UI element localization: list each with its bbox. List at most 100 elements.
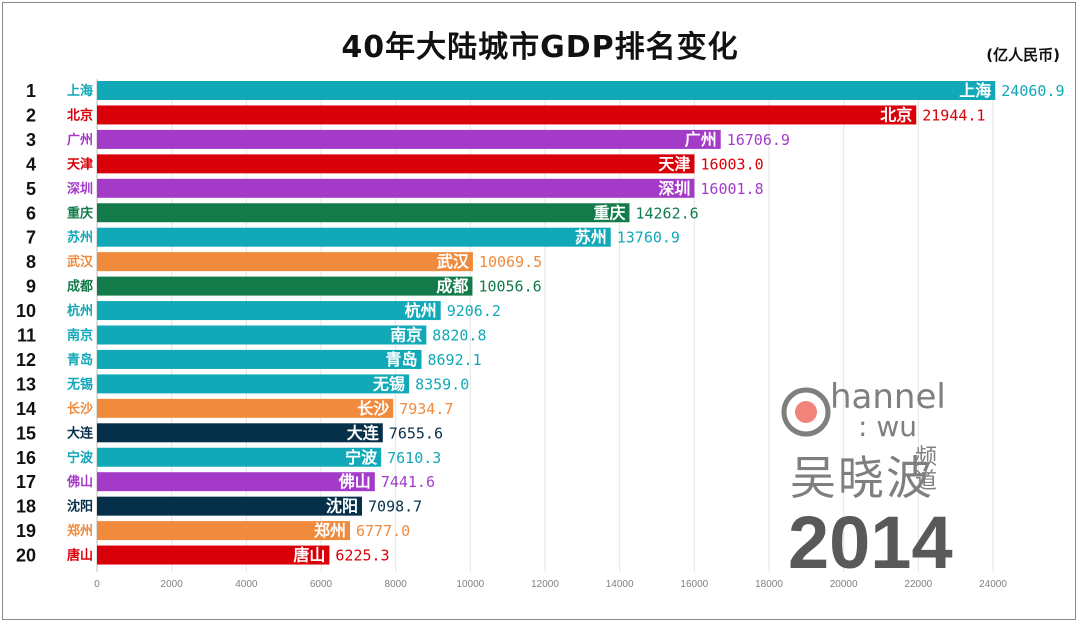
- x-tick-label: 0: [94, 579, 100, 590]
- city-axis-label: 大连: [67, 425, 94, 441]
- bar: [97, 129, 721, 149]
- value-label: 7934.7: [399, 400, 453, 418]
- value-label: 10056.6: [478, 278, 541, 296]
- bar: [97, 496, 363, 516]
- x-tick-label: 18000: [755, 579, 783, 590]
- rank-label: 13: [16, 374, 36, 394]
- rank-label: 8: [26, 252, 36, 272]
- city-axis-label: 唐山: [67, 548, 93, 564]
- bar: [97, 349, 422, 369]
- bar-city-label: 上海: [959, 81, 991, 100]
- city-axis-label: 南京: [67, 328, 93, 344]
- bar: [97, 398, 394, 418]
- bar: [97, 178, 695, 198]
- city-axis-label: 沈阳: [67, 499, 93, 515]
- value-label: 10069.5: [479, 253, 542, 271]
- city-axis-label: 苏州: [67, 230, 93, 246]
- rank-label: 12: [16, 350, 36, 370]
- rank-label: 9: [26, 277, 36, 297]
- value-label: 8820.8: [432, 327, 486, 345]
- x-tick-label: 12000: [531, 579, 559, 590]
- value-label: 8692.1: [428, 351, 482, 369]
- x-tick-label: 2000: [161, 579, 184, 590]
- bar: [97, 374, 410, 394]
- bar: [97, 545, 330, 565]
- rank-label: 2: [26, 105, 36, 125]
- city-axis-label: 青岛: [67, 352, 93, 368]
- rank-label: 4: [26, 154, 36, 174]
- value-label: 16706.9: [727, 131, 790, 149]
- bar-city-label: 大连: [347, 423, 380, 442]
- bar: [97, 423, 383, 443]
- rank-label: 17: [16, 472, 36, 492]
- x-tick-label: 16000: [680, 579, 708, 590]
- city-axis-label: 郑州: [67, 523, 93, 539]
- rank-label: 15: [16, 423, 36, 443]
- logo-name: 吴晓波: [790, 451, 934, 505]
- logo-sub: 频道: [915, 445, 938, 494]
- value-label: 21944.1: [922, 106, 985, 124]
- rank-label: 3: [26, 130, 36, 150]
- bar: [97, 203, 630, 223]
- rank-label: 19: [16, 521, 36, 541]
- bar-city-label: 佛山: [338, 472, 371, 491]
- x-tick-label: 6000: [310, 579, 333, 590]
- bar: [97, 252, 473, 272]
- city-axis-label: 成都: [67, 279, 93, 295]
- value-label: 7098.7: [368, 498, 422, 516]
- city-axis-label: 宁波: [67, 450, 94, 466]
- x-tick-label: 4000: [235, 579, 258, 590]
- value-label: 6225.3: [335, 547, 389, 565]
- rank-label: 7: [26, 228, 36, 248]
- rank-label: 18: [16, 497, 36, 517]
- rank-label: 16: [16, 448, 36, 468]
- value-label: 14262.6: [635, 204, 698, 222]
- bar-city-label: 沈阳: [326, 497, 358, 516]
- city-axis-label: 北京: [67, 107, 93, 123]
- x-tick-label: 24000: [979, 579, 1007, 590]
- bar-city-label: 北京: [880, 105, 912, 124]
- city-axis-label: 上海: [67, 83, 93, 99]
- value-label: 6777.0: [356, 522, 410, 540]
- bar: [97, 154, 695, 174]
- city-axis-label: 深圳: [67, 181, 93, 197]
- bar-city-label: 重庆: [593, 203, 625, 222]
- rank-label: 6: [26, 203, 36, 223]
- rank-label: 5: [26, 179, 36, 199]
- x-tick-label: 14000: [606, 579, 634, 590]
- bar: [97, 105, 917, 125]
- bar-city-label: 深圳: [658, 179, 690, 198]
- bar-city-label: 唐山: [293, 546, 325, 565]
- bar: [97, 81, 996, 100]
- bar-city-label: 杭州: [405, 301, 437, 320]
- rank-label: 1: [26, 81, 36, 101]
- value-label: 16003.0: [700, 155, 763, 173]
- bar-city-label: 郑州: [314, 521, 346, 540]
- value-label: 16001.8: [700, 180, 763, 198]
- city-axis-label: 广州: [67, 132, 93, 148]
- city-axis-label: 佛山: [66, 474, 93, 490]
- bar: [97, 325, 427, 345]
- city-axis-label: 重庆: [67, 205, 93, 221]
- rank-label: 20: [16, 546, 36, 566]
- city-axis-label: 武汉: [67, 254, 94, 270]
- bar: [97, 276, 473, 296]
- city-axis-label: 杭州: [67, 303, 93, 319]
- bar-city-label: 武汉: [437, 252, 470, 271]
- x-tick-label: 10000: [456, 579, 484, 590]
- value-label: 13760.9: [617, 229, 680, 247]
- city-axis-label: 天津: [67, 156, 93, 172]
- value-label: 7655.6: [389, 424, 443, 442]
- bar-city-label: 南京: [390, 326, 422, 345]
- bar: [97, 447, 382, 467]
- city-axis-label: 长沙: [67, 401, 93, 417]
- bar-city-label: 青岛: [385, 350, 417, 369]
- bar: [97, 227, 611, 247]
- value-label: 7610.3: [387, 449, 441, 467]
- rank-label: 11: [17, 326, 36, 346]
- city-axis-label: 无锡: [66, 376, 93, 392]
- bar-city-label: 天津: [658, 154, 690, 173]
- bar-city-label: 长沙: [357, 399, 389, 418]
